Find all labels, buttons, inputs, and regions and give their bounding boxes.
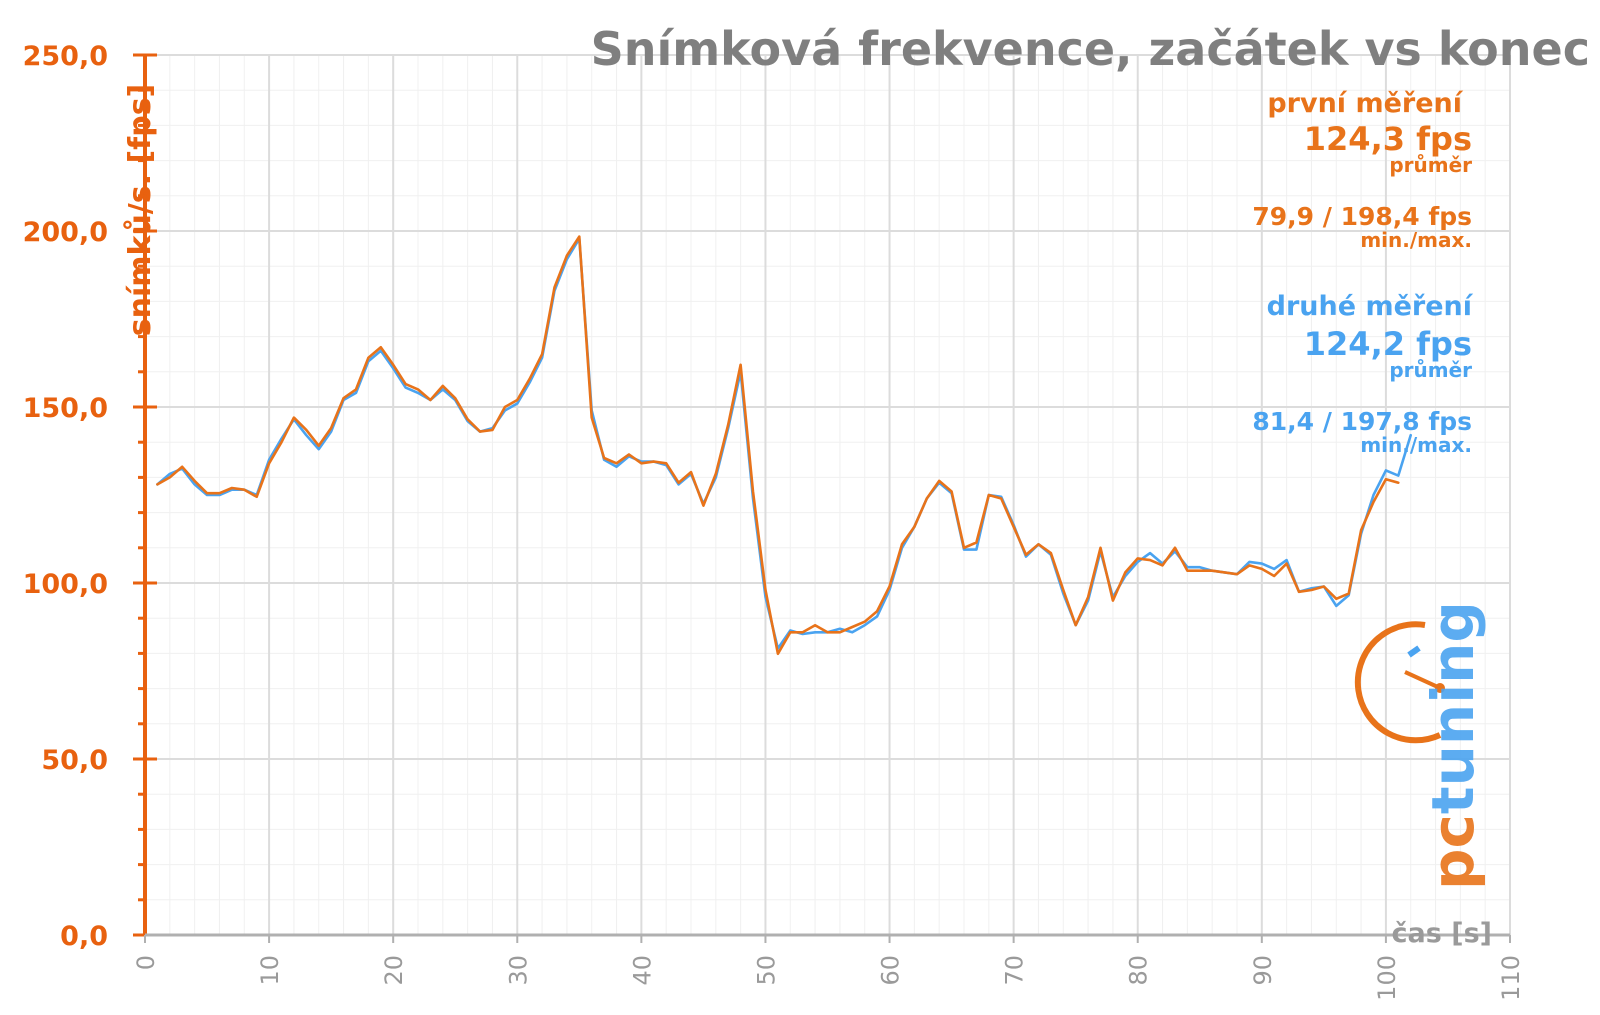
series-line-second <box>156 237 1412 650</box>
axes <box>133 53 1511 943</box>
second-avg-label: průměr <box>1389 358 1472 382</box>
x-tick-labels: 0 10 20 30 40 50 60 70 80 90 100 110 <box>132 955 1525 1001</box>
x-tick-label: 70 <box>1001 955 1029 986</box>
first-name: první měření <box>1267 88 1463 119</box>
series-line-first <box>156 235 1400 656</box>
logo-gauge-mark <box>1407 645 1421 658</box>
y-tick-label: 250,0 <box>23 41 108 72</box>
y-tick-label: 200,0 <box>23 217 108 248</box>
logo-gauge-hub <box>1435 683 1445 693</box>
y-tick-labels: 0,0 50,0 100,0 150,0 200,0 250,0 <box>23 41 108 952</box>
first-avg-label: průměr <box>1389 153 1472 177</box>
x-tick-label: 50 <box>752 955 780 986</box>
first-measurement-annotation: první měření 124,3 fps průměr 79,9 / 198… <box>1252 88 1472 252</box>
chart-title: Snímková frekvence, začátek vs konec <box>591 22 1590 76</box>
grid-minor <box>144 54 1511 936</box>
x-tick-label: 100 <box>1373 955 1401 1001</box>
x-axis-label: čas [s] <box>1392 918 1492 949</box>
first-minmax: 79,9 / 198,4 fps <box>1252 202 1472 231</box>
pctuning-logo: pctuning <box>1354 601 1487 890</box>
grid-major <box>144 54 1511 936</box>
y-tick-label: 50,0 <box>41 745 108 776</box>
first-minmax-label: min./max. <box>1360 228 1472 252</box>
logo-wordmark-tuning: tuning <box>1419 601 1487 814</box>
x-tick-label: 40 <box>628 955 656 986</box>
logo-gauge-needle <box>1404 670 1441 690</box>
logo-gauge-arc <box>1354 621 1442 744</box>
x-tick-label: 30 <box>504 955 532 986</box>
x-tick-label: 20 <box>380 955 408 986</box>
y-tick-label: 0,0 <box>60 921 108 952</box>
logo-wordmark-pc: pc <box>1419 814 1487 890</box>
second-avg: 124,2 fps <box>1304 325 1472 363</box>
logo-wordmark: pctuning <box>1419 601 1487 890</box>
first-avg: 124,3 fps <box>1304 120 1472 158</box>
series-layer <box>156 235 1412 656</box>
x-tick-label: 110 <box>1497 955 1525 1001</box>
second-minmax-label: min./max. <box>1360 433 1472 457</box>
second-name: druhé měření <box>1267 291 1474 322</box>
x-tick-label: 90 <box>1249 955 1277 986</box>
second-measurement-annotation: druhé měření 124,2 fps průměr 81,4 / 197… <box>1252 291 1473 457</box>
x-tick-label: 0 <box>132 955 160 970</box>
x-tick-label: 60 <box>877 955 905 986</box>
x-tick-label: 10 <box>256 955 284 986</box>
y-tick-label: 150,0 <box>23 393 108 424</box>
x-tick-label: 80 <box>1125 955 1153 986</box>
y-tick-label: 100,0 <box>23 569 108 600</box>
second-minmax: 81,4 / 197,8 fps <box>1252 407 1472 436</box>
y-axis-label: snímků/s. [fps] <box>122 84 158 337</box>
